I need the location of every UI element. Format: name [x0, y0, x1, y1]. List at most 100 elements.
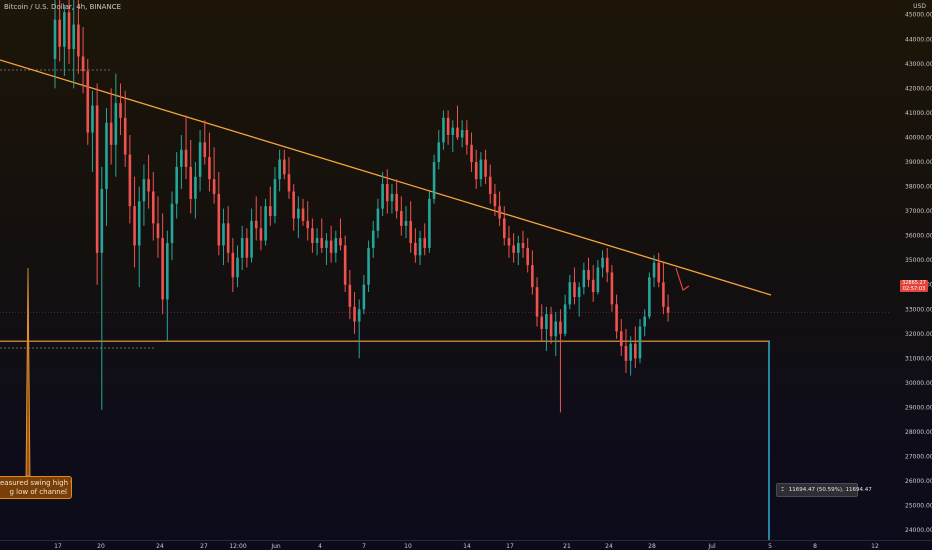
candle-body	[587, 270, 590, 280]
candle-body	[114, 103, 118, 145]
price-tick-label: 43000.00	[905, 61, 932, 68]
candle-body	[376, 208, 380, 231]
candle-body	[325, 240, 328, 248]
candle-body	[648, 277, 651, 317]
time-tick-label: 10	[404, 543, 412, 550]
candle-body	[385, 184, 389, 202]
candle-body	[86, 71, 90, 133]
descending-trendline	[0, 59, 772, 296]
time-tick-label: 12:00	[229, 543, 246, 550]
candle-body	[301, 208, 305, 221]
candles	[53, 0, 670, 413]
candle-body	[484, 159, 487, 177]
time-tick-label: 7	[362, 543, 366, 550]
measure-label[interactable]: ⌶ 11694.47 (50.59%), 11694.47	[776, 483, 872, 497]
candle-body	[208, 157, 211, 180]
current-price-flag: 32865.27 02:57:03	[900, 280, 928, 292]
candle-body	[194, 176, 197, 199]
candle-body	[465, 130, 469, 145]
candle-body	[283, 159, 286, 175]
candle-body	[273, 179, 277, 216]
candle-body	[226, 223, 230, 253]
candle-body	[615, 304, 618, 332]
candle-body	[643, 316, 646, 327]
candle-body	[63, 12, 66, 47]
candle-body	[634, 343, 637, 359]
time-tick-label: 24	[605, 543, 613, 550]
price-tick-label: 36000.00	[905, 233, 932, 240]
candle-body	[390, 193, 394, 202]
candle-body	[142, 179, 146, 202]
candle-body	[371, 230, 375, 248]
candle-body	[240, 238, 244, 258]
candle-body	[170, 203, 174, 243]
candle-body	[554, 321, 558, 337]
candle-body	[250, 220, 253, 258]
candle-body	[619, 331, 623, 347]
candle-body	[315, 238, 319, 243]
candle-body	[180, 149, 183, 167]
candle-body	[582, 270, 586, 288]
candle-body	[442, 117, 445, 143]
time-tick-label: Jul	[707, 543, 716, 550]
swing-annotation[interactable]: easured swing high to g low of channel	[0, 476, 72, 499]
candle-body	[334, 238, 338, 253]
candle-body	[123, 117, 127, 155]
candle-body	[231, 252, 235, 278]
candle-body	[161, 238, 164, 300]
candle-body	[535, 287, 539, 317]
candle-body	[259, 228, 263, 241]
candle-body	[105, 122, 108, 189]
candle-body	[498, 206, 501, 219]
candle-body	[414, 243, 417, 256]
candle-body	[287, 174, 291, 192]
candle-body	[156, 223, 160, 239]
candle-body	[166, 243, 169, 300]
candle-body	[348, 284, 352, 307]
candle-body	[245, 238, 249, 258]
candle-body	[198, 142, 202, 177]
candle-body	[549, 314, 553, 337]
bar-countdown: 02:57:03	[902, 286, 926, 292]
candle-body	[559, 321, 562, 334]
price-tick-label: 41000.00	[905, 110, 932, 117]
candle-body	[306, 220, 310, 229]
price-tick-label: 38000.00	[905, 184, 932, 191]
time-axis[interactable]: 17 20 24 27 12:00 Jun 4 7 10 14 17 21 24 28 Jul 5 8 12	[0, 540, 932, 550]
trendline-group	[0, 59, 890, 349]
candle-body	[362, 284, 366, 310]
candle-body	[147, 179, 150, 192]
price-tick-label: 25000.00	[905, 503, 932, 510]
candle-body	[577, 287, 581, 297]
candle-body	[58, 19, 61, 47]
candle-body	[657, 262, 661, 283]
measure-text: 11694.47 (50.59%), 11694.47	[788, 487, 872, 493]
overlay-group	[25, 267, 770, 540]
candle-body	[109, 122, 113, 145]
candle-body	[353, 306, 356, 322]
annotation-line-1: easured swing high to	[0, 479, 72, 487]
candle-body	[72, 24, 76, 50]
time-tick-label: 12	[871, 543, 879, 550]
price-tick-label: 40000.00	[905, 134, 932, 141]
candle-body	[624, 346, 628, 361]
time-tick-label: 28	[648, 543, 656, 550]
candle-body	[479, 159, 483, 180]
price-tick-label: 27000.00	[905, 454, 932, 461]
candle-body	[446, 117, 450, 135]
candle-body	[470, 144, 473, 162]
current-price-value: 32865.27	[902, 280, 926, 286]
candle-body	[502, 218, 506, 239]
candle-body	[217, 193, 221, 246]
candle-body	[610, 272, 614, 305]
symbol-title: Bitcoin / U.S. Dollar, 4h, BINANCE	[4, 3, 122, 11]
candle-body	[278, 159, 281, 180]
price-axis[interactable]: 24000.00 25000.00 26000.00 27000.00 28000.00…	[890, 0, 932, 550]
candle-body	[81, 56, 85, 72]
time-tick-label: 24	[156, 543, 164, 550]
candle-body	[601, 257, 604, 268]
candle-body	[596, 267, 600, 293]
candle-body	[357, 309, 361, 322]
time-tick-label: 14	[463, 543, 471, 550]
